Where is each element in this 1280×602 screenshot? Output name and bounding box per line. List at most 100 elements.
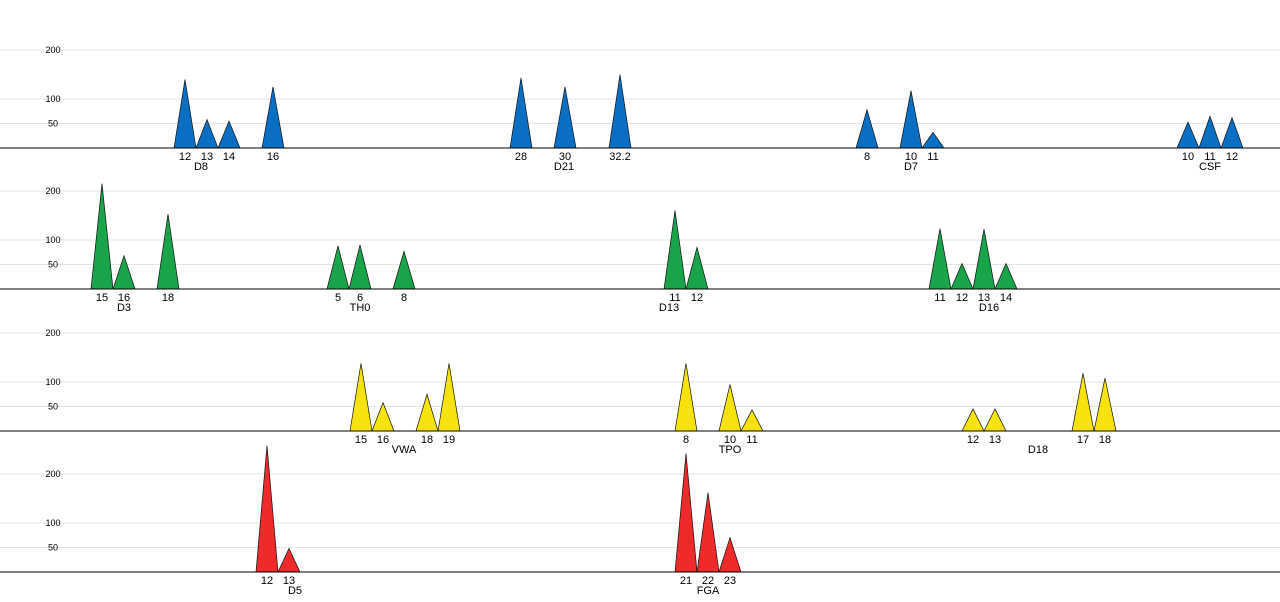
allele-label: 10 [1182,151,1194,163]
peak-yellow [983,408,1007,432]
locus-label: CSF [1199,161,1221,173]
allele-label: 28 [515,151,527,163]
locus-label: D5 [288,585,302,597]
peak-green [663,210,687,290]
peak-green [326,245,350,290]
allele-label: 12 [691,292,703,304]
peak-green [928,228,952,290]
peak-blue [1198,115,1222,149]
peak-red [277,547,301,573]
allele-label: 10 [724,434,736,446]
peak-green [348,244,372,290]
allele-label: 13 [201,151,213,163]
peak-green [994,262,1018,290]
locus-label: FGA [697,585,720,597]
allele-label: 13 [283,575,295,587]
peak-red [255,445,279,573]
allele-label: 8 [683,434,689,446]
peak-green [90,183,114,290]
y-tick-label: 100 [45,377,60,387]
allele-label: 11 [669,292,680,304]
peak-blue [553,86,577,149]
peak-yellow [718,384,742,432]
allele-label: 6 [357,292,363,304]
y-tick-label: 200 [45,186,60,196]
locus-label: TH0 [350,302,371,314]
locus-label: D3 [117,302,131,314]
peak-yellow [437,363,461,432]
allele-label: 30 [559,151,571,163]
y-tick-label: 50 [48,119,58,129]
locus-label: D13 [659,302,679,314]
peak-blue [217,120,241,149]
allele-label: 19 [443,434,455,446]
allele-label: 16 [267,151,279,163]
allele-label: 5 [335,292,341,304]
allele-label: 11 [1204,151,1215,163]
peak-blue [173,79,197,149]
allele-label: 13 [978,292,990,304]
locus-label: D18 [1028,444,1048,456]
allele-label: 12 [956,292,968,304]
allele-label: 14 [1000,292,1012,304]
peak-yellow [415,393,439,432]
y-tick-label: 100 [45,94,60,104]
peak-blue [261,86,285,149]
peak-yellow [674,363,698,432]
y-tick-label: 100 [45,235,60,245]
locus-label: D7 [904,161,918,173]
locus-label: TPO [719,444,742,456]
locus-label: VWA [392,444,417,456]
allele-label: 32.2 [609,151,630,163]
allele-label: 10 [905,151,917,163]
allele-label: 12 [179,151,191,163]
allele-label: 11 [746,434,757,446]
allele-label: 15 [96,292,108,304]
allele-label: 14 [223,151,235,163]
allele-label: 16 [377,434,389,446]
allele-label: 18 [421,434,433,446]
y-tick-label: 200 [45,328,60,338]
peak-blue [608,74,632,149]
allele-label: 12 [967,434,979,446]
peak-yellow [740,409,764,432]
allele-label: 17 [1077,434,1089,446]
peak-green [972,229,996,290]
peak-yellow [1093,378,1117,432]
allele-label: 16 [118,292,130,304]
y-tick-label: 50 [48,543,58,553]
peak-blue [1176,121,1200,149]
locus-label: D8 [194,161,208,173]
peak-yellow [961,408,985,432]
locus-label: D21 [554,161,574,173]
peak-green [685,245,709,290]
allele-label: 23 [724,575,736,587]
allele-label: 11 [934,292,945,304]
allele-label: 8 [401,292,407,304]
y-tick-label: 200 [45,45,60,55]
allele-label: 13 [989,434,1001,446]
allele-label: 15 [355,434,367,446]
peak-green [112,254,136,290]
peak-blue [921,131,945,149]
allele-label: 11 [927,151,938,163]
peak-blue [855,108,879,149]
y-tick-label: 200 [45,469,60,479]
peak-red [674,453,698,573]
allele-label: 12 [261,575,273,587]
allele-label: 18 [162,292,174,304]
allele-label: 12 [1226,151,1238,163]
allele-label: 8 [864,151,870,163]
allele-label: 22 [702,575,714,587]
allele-label: 18 [1099,434,1111,446]
peak-blue [509,77,533,149]
y-tick-label: 100 [45,518,60,528]
peak-green [156,213,180,290]
y-tick-label: 50 [48,260,58,270]
allele-label: 21 [680,575,692,587]
peak-green [392,250,416,290]
peak-red [696,492,720,573]
locus-label: D16 [979,302,999,314]
peak-red [718,536,742,573]
